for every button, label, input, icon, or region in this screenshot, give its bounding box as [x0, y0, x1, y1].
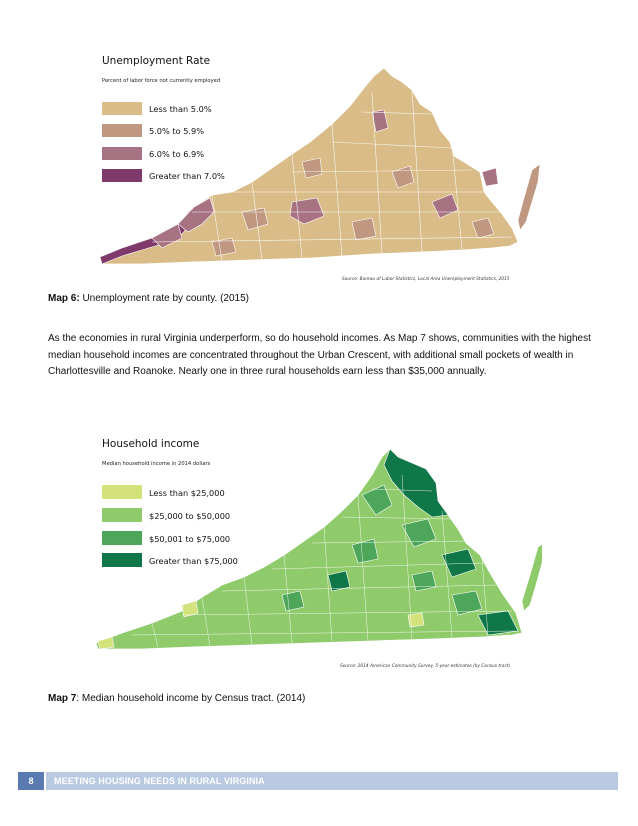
map7-caption-text: : Median household income by Census trac…	[76, 693, 306, 704]
map7-caption: Map 7: Median household income by Census…	[48, 693, 305, 704]
map6-caption-label: Map 6:	[48, 293, 80, 304]
legend2-label-1: Less than $25,000	[149, 488, 225, 498]
map1-source: Source: Bureau of Labor Statistics, Loca…	[342, 276, 510, 282]
map6-caption: Map 6: Unemployment rate by county. (201…	[48, 293, 249, 304]
unemployment-map-svg: Unemployment Rate Percent of labor force…	[99, 55, 541, 282]
legend2-swatch-1	[102, 485, 142, 499]
page-number: 8	[18, 772, 44, 790]
household-income-map: Household income Median household income…	[92, 435, 542, 670]
body-paragraph: As the economies in rural Virginia under…	[48, 333, 591, 378]
map1-subtitle: Percent of labor force not currently emp…	[102, 78, 220, 84]
legend-swatch-2	[102, 124, 142, 137]
legend-swatch-3	[102, 147, 142, 160]
legend-swatch-4	[102, 169, 142, 182]
legend-label-2: 5.0% to 5.9%	[149, 126, 204, 136]
page-footer: 8 MEETING HOUSING NEEDS IN RURAL VIRGINI…	[18, 772, 618, 790]
map1-title: Unemployment Rate	[102, 55, 210, 67]
legend-label-4: Greater than 7.0%	[149, 171, 225, 181]
legend2-swatch-3	[102, 531, 142, 545]
map2-subtitle: Median household income in 2014 dollars	[102, 461, 211, 467]
unemployment-map: Unemployment Rate Percent of labor force…	[92, 52, 542, 282]
map2-legend: Less than $25,000 $25,000 to $50,000 $50…	[102, 485, 238, 567]
household-income-map-svg: Household income Median household income…	[95, 438, 542, 669]
legend2-label-4: Greater than $75,000	[149, 556, 238, 566]
map2-source: Source: 2014 American Community Survey, …	[340, 663, 510, 669]
legend-label-3: 6.0% to 6.9%	[149, 149, 204, 159]
map1-legend: Less than 5.0% 5.0% to 5.9% 6.0% to 6.9%…	[102, 102, 225, 182]
map2-title: Household income	[102, 438, 199, 450]
legend2-swatch-2	[102, 508, 142, 522]
footer-title: MEETING HOUSING NEEDS IN RURAL VIRGINIA	[46, 772, 618, 790]
virginia-shape-income	[95, 448, 542, 650]
map7-caption-label: Map 7	[48, 693, 77, 704]
legend2-label-3: $50,001 to $75,000	[149, 534, 230, 544]
legend2-swatch-4	[102, 553, 142, 567]
legend-label-1: Less than 5.0%	[149, 104, 212, 114]
legend-swatch-1	[102, 102, 142, 115]
map6-caption-text: Unemployment rate by county. (2015)	[79, 293, 250, 304]
virginia-shape-unemployment	[99, 67, 541, 265]
legend2-label-2: $25,000 to $50,000	[149, 511, 230, 521]
